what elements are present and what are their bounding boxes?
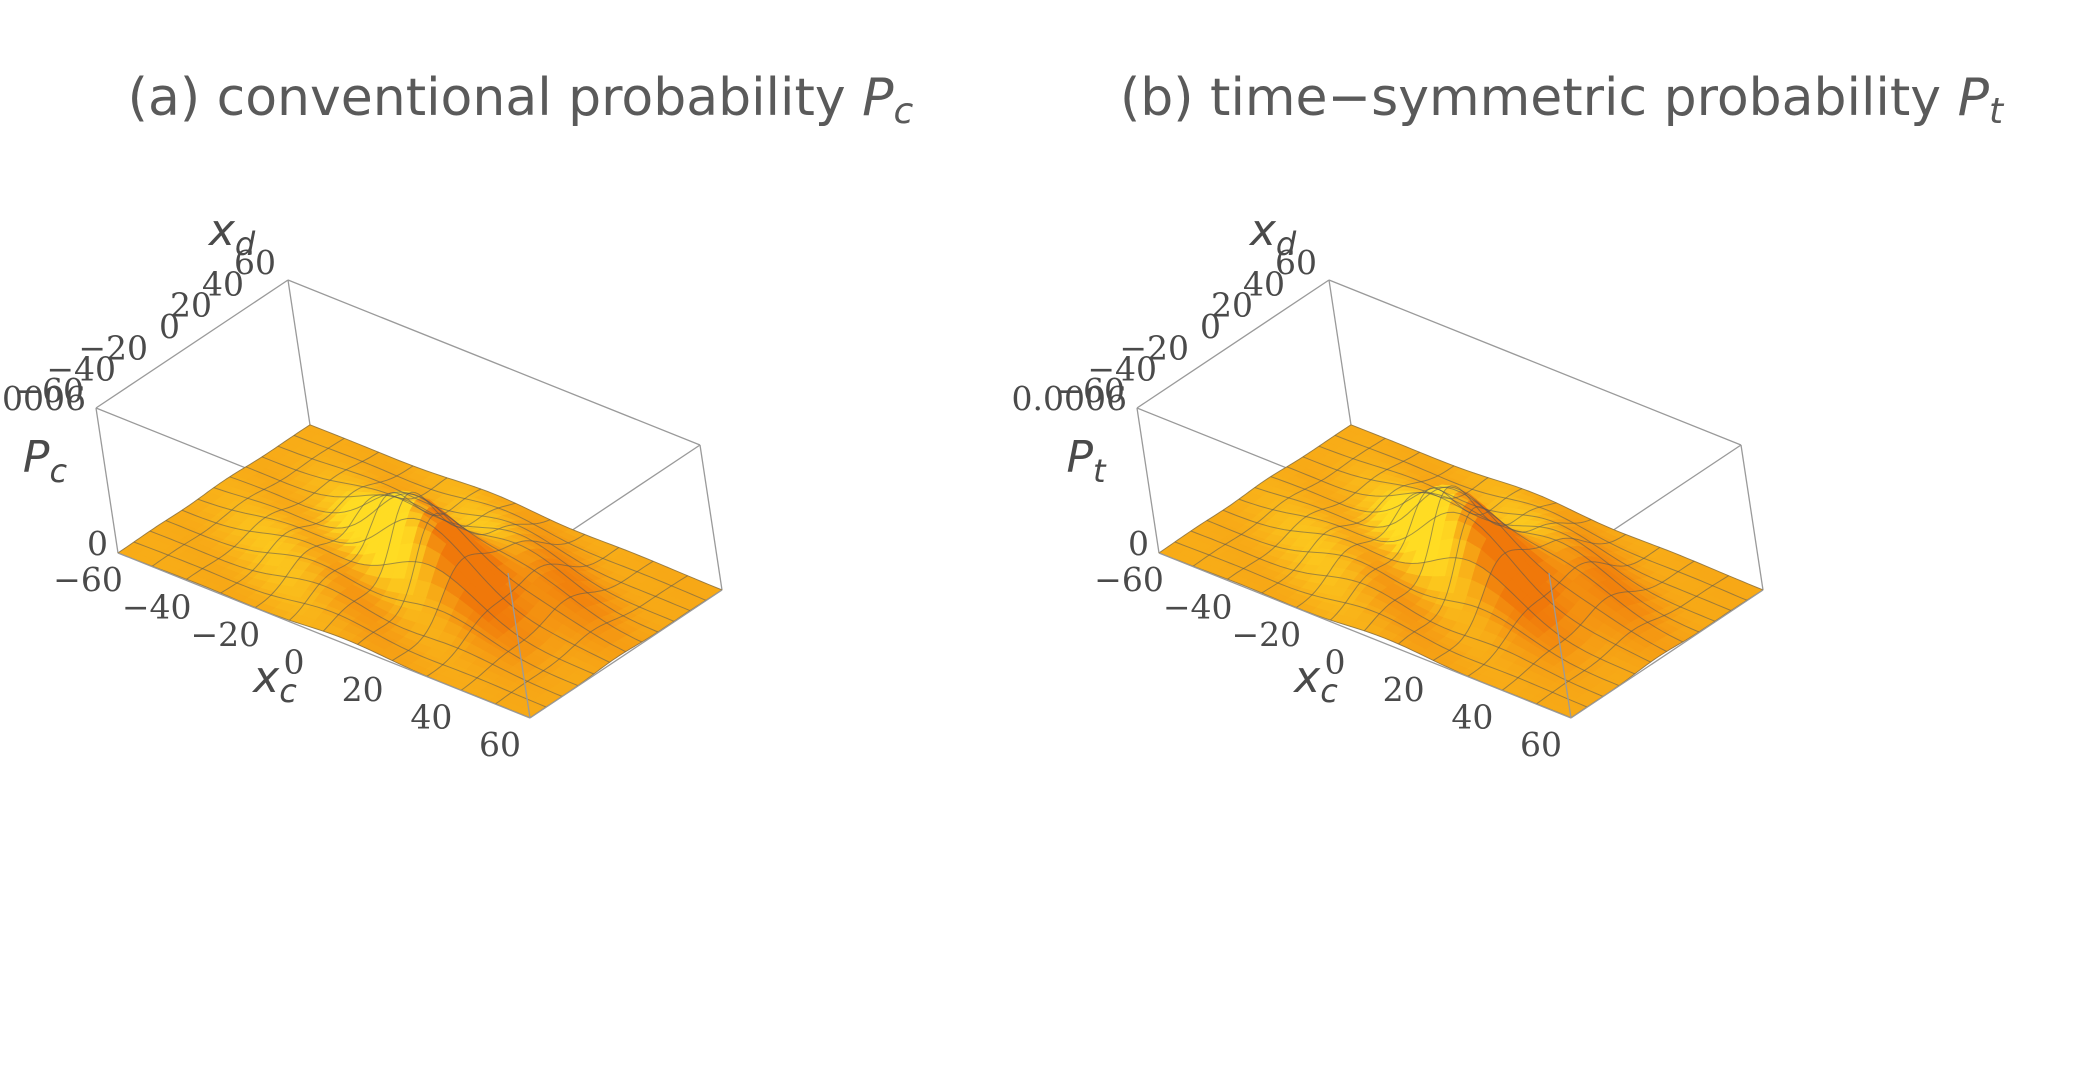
mesh-line: [1334, 434, 1748, 601]
box-edge: [117, 552, 531, 719]
panel-a: (a) conventional probability Pc −60 −40 −2…: [0, 0, 1041, 1087]
mesh-line: [495, 575, 688, 705]
x-tick-label: −40: [122, 588, 192, 627]
x-tick-label: 0: [1325, 643, 1346, 682]
box-edge: [287, 279, 311, 426]
y-tick-label: 40: [202, 264, 244, 303]
z-axis-label: Pc: [23, 432, 68, 490]
y-axis-label: xd: [1248, 205, 1297, 263]
y-tick-label: 40: [1243, 264, 1285, 303]
y-tick-label: −20: [78, 328, 148, 367]
y-tick-label: −20: [1119, 328, 1189, 367]
y-tick-label: −40: [1087, 350, 1157, 389]
title-symbol: Pc: [862, 68, 914, 132]
x-axis-label: xc: [1292, 652, 1338, 710]
x-tick-label: 40: [1451, 698, 1493, 737]
x-tick-label: −20: [1232, 615, 1302, 654]
box-edge: [95, 279, 289, 409]
box-edge: [507, 572, 531, 719]
x-tick-label: −60: [53, 560, 123, 599]
y-tick-label: 20: [170, 286, 212, 325]
box-edge: [1548, 572, 1572, 719]
box-edge: [1328, 279, 1742, 446]
y-tick-label: 60: [1275, 243, 1317, 282]
z-axis-label: Pt: [1066, 432, 1107, 490]
mesh-line: [1318, 445, 1732, 611]
mesh-line: [277, 445, 691, 612]
y-tick-label: −40: [46, 350, 116, 389]
mesh-lines: [117, 424, 723, 719]
x-tick-label: 0: [284, 643, 305, 682]
surface-plot: −60−40−200204060−60−40−20020406000.0006x…: [1012, 205, 1764, 764]
y-tick-label: −60: [1055, 371, 1125, 410]
panel-title: (a) conventional probability Pc: [0, 68, 1041, 132]
y-tick-label: 60: [234, 243, 276, 282]
panel-b: (b) time−symmetric probability Pt −60 −40…: [1012, 0, 2082, 1087]
box-edge: [1740, 444, 1764, 591]
x-tick-label: 20: [1383, 670, 1425, 709]
y-tick-label: −60: [14, 371, 84, 410]
x-tick-label: 60: [1520, 725, 1562, 764]
panel-title: (b) time−symmetric probability Pt: [1041, 68, 2082, 132]
mesh-line: [1536, 575, 1729, 705]
x-tick-label: −20: [191, 615, 261, 654]
z-tick-label: 0.0006: [1012, 379, 1127, 418]
mesh-lines: [1158, 424, 1764, 719]
mesh-line: [293, 434, 707, 601]
x-tick-label: −60: [1094, 560, 1164, 599]
title-text: (b) time−symmetric probability: [1119, 68, 1958, 128]
box-edge: [1328, 279, 1352, 426]
y-tick-label: 20: [1211, 286, 1253, 325]
x-tick-label: 60: [479, 725, 521, 764]
box-edge: [95, 407, 119, 554]
mesh-line: [1350, 424, 1764, 591]
box-edge: [699, 444, 723, 591]
z-tick-label: 0: [1128, 524, 1149, 563]
title-symbol: Pt: [1957, 68, 2004, 132]
surface-plot: −60−40−200204060−60−40−20020406000.0006x…: [0, 205, 723, 764]
box-edge: [287, 279, 701, 446]
y-axis-label: xd: [207, 205, 256, 263]
x-tick-label: 20: [342, 670, 384, 709]
box-edge: [1570, 589, 1764, 719]
x-tick-label: −40: [1163, 588, 1233, 627]
box-edge: [1136, 407, 1160, 554]
z-tick-label: 0: [87, 524, 108, 563]
mesh-line: [309, 424, 723, 591]
box-edge: [1136, 279, 1330, 409]
box-edge: [1158, 552, 1572, 719]
y-tick-label: 0: [159, 307, 180, 346]
title-text: (a) conventional probability: [127, 68, 863, 128]
z-tick-label: 0.0006: [0, 379, 86, 418]
x-tick-label: 40: [410, 698, 452, 737]
y-tick-label: 0: [1200, 307, 1221, 346]
box-edge: [529, 589, 723, 719]
